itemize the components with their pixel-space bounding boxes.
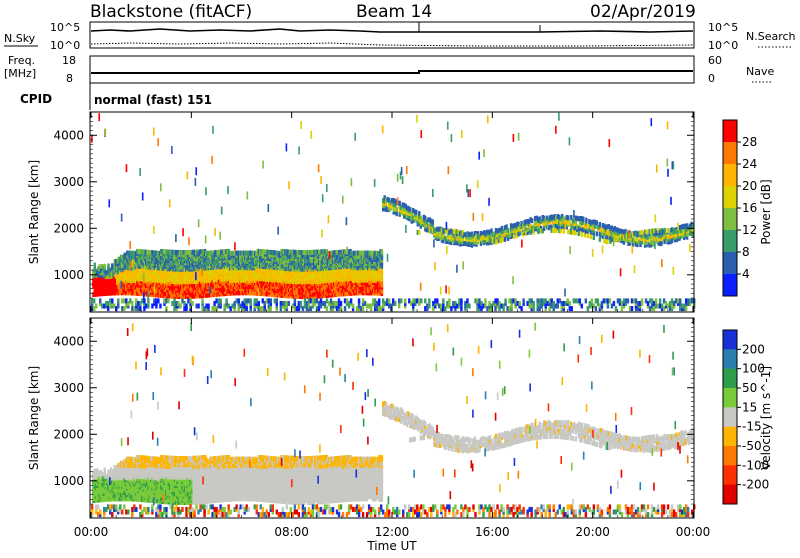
nave-tick-bottom: 0 [708,72,715,85]
nsearch-tick-bottom: 10^0 [708,39,738,52]
nsky-trace [91,29,693,32]
echo-cell [587,233,589,238]
freq-panel-frame [90,56,694,83]
echo-cell [585,218,587,223]
echo-cell [104,264,106,269]
freq-trace [91,71,693,73]
nsky-label: N.Sky [4,32,36,45]
station-title: Blackstone (fitACF) [90,2,252,22]
echo-cell [94,263,96,268]
nsearch-trace [91,43,693,46]
freq-label: Freq. [8,54,35,67]
echo-cell [596,231,598,236]
nsky-panel-frame [90,22,694,48]
echo-cell [567,215,569,220]
echo-cell [381,249,383,254]
cpid-label: CPID [20,92,52,106]
date-title: 02/Apr/2019 [590,2,696,22]
echo-cell [593,235,595,240]
freq-tick-bottom: 8 [66,72,73,85]
echo-cell [596,220,598,225]
echo-cell [418,230,420,235]
echo-cell [507,228,509,233]
power-echo-cells [91,113,695,311]
nsearch-label: N.Search [746,30,796,43]
echo-cell [111,263,113,268]
freq-unit: [MHz] [4,67,36,80]
echo-cell [399,201,401,206]
freq-tick-top: 18 [62,54,76,67]
echo-cell [581,232,583,237]
nave-tick-top: 60 [708,54,722,67]
beam-title: Beam 14 [356,2,432,22]
echo-cell [531,218,533,223]
echo-cell [396,207,398,212]
echo-cell [582,217,584,222]
echo-cell [396,211,398,216]
echo-cell [590,234,592,239]
nave-label: Nave [746,65,774,78]
nsky-tick-bottom: 10^0 [50,39,80,52]
echo-cell [418,211,420,216]
echo-cell [599,237,601,242]
nsearch-tick-top: 10^5 [708,21,738,34]
nsky-tick-top: 10^5 [50,21,80,34]
echo-cell [578,231,580,236]
echo-cell [415,210,417,215]
echo-cell [563,229,565,234]
cpid-value: normal (fast) 151 [94,93,212,107]
echo-cell [599,222,601,227]
echo-cell [432,219,434,224]
echo-cell [606,239,608,244]
